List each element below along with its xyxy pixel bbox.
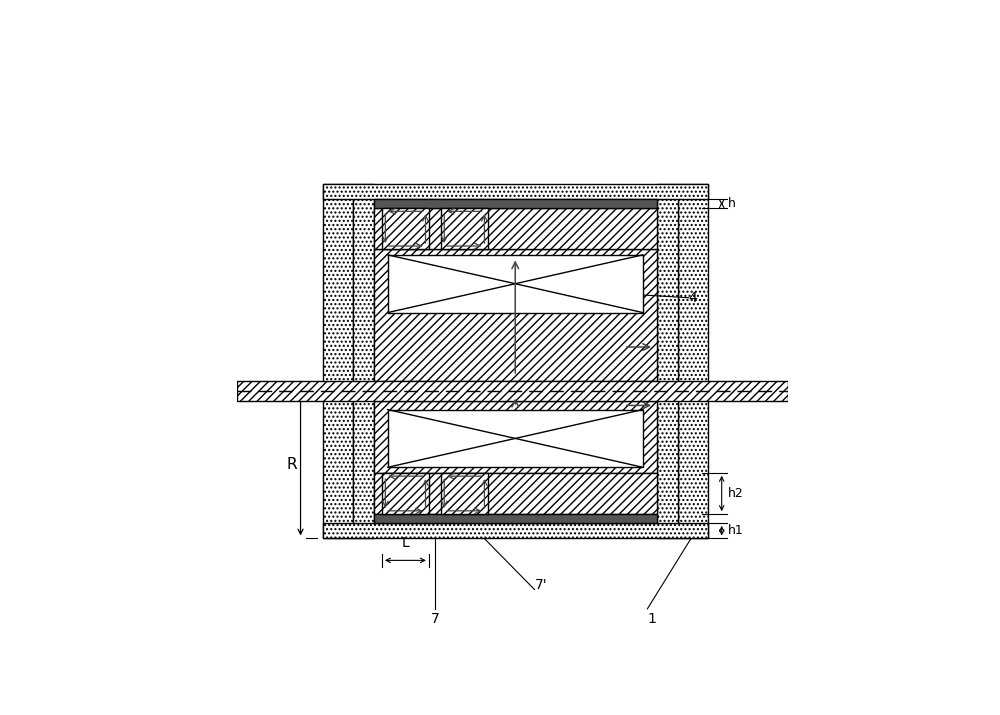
Text: h1: h1 [728, 524, 744, 537]
Bar [678, 184, 708, 538]
Bar [237, 381, 788, 401]
Bar [388, 410, 643, 468]
Text: 7': 7' [535, 578, 547, 592]
Bar [323, 184, 708, 199]
Bar [323, 184, 353, 538]
Bar [441, 208, 488, 250]
Bar [374, 473, 657, 514]
Bar [388, 255, 643, 312]
Bar [374, 514, 657, 523]
Text: h: h [728, 197, 736, 210]
Bar [441, 473, 488, 514]
Bar [374, 250, 657, 381]
Text: R: R [287, 458, 298, 473]
Bar [374, 208, 657, 250]
Bar [323, 523, 708, 538]
Bar [353, 184, 374, 538]
Bar [374, 199, 657, 208]
Text: h2: h2 [728, 487, 744, 500]
Text: 4: 4 [689, 291, 697, 305]
Bar [382, 473, 429, 514]
Text: 7: 7 [430, 611, 439, 626]
Bar [374, 401, 657, 473]
Text: L: L [402, 536, 409, 551]
Text: 1: 1 [647, 611, 656, 626]
Text: r: r [356, 387, 361, 400]
Bar [382, 208, 429, 250]
Bar [657, 184, 678, 538]
